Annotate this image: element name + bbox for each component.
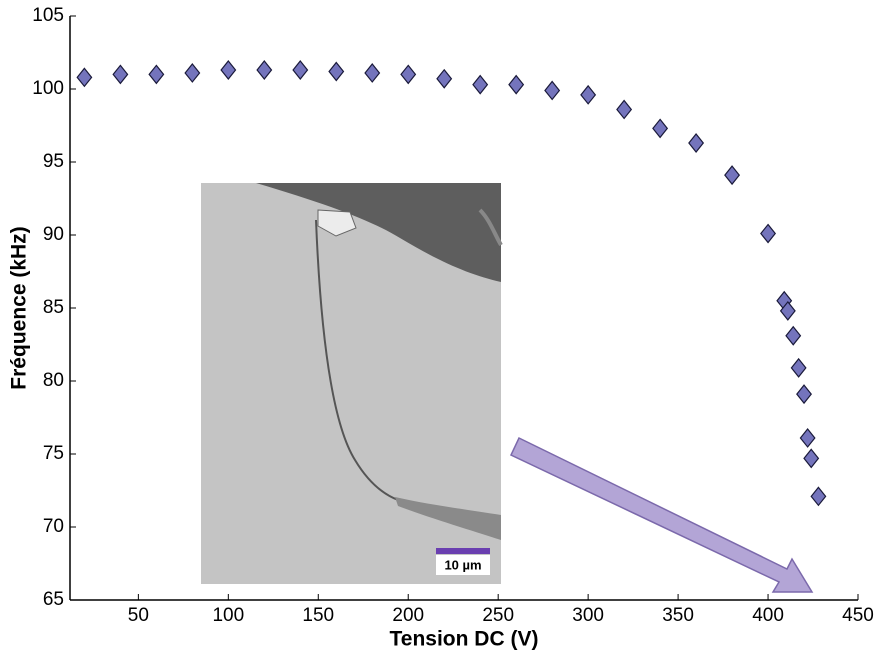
marker bbox=[779, 300, 796, 321]
y-tick-label: 85 bbox=[43, 297, 64, 318]
y-tick-label: 90 bbox=[43, 224, 64, 245]
marker bbox=[472, 74, 489, 95]
marker bbox=[616, 99, 633, 120]
marker bbox=[112, 64, 129, 85]
marker bbox=[292, 60, 309, 80]
marker bbox=[256, 60, 273, 80]
marker bbox=[790, 357, 807, 378]
y-tick-label: 75 bbox=[43, 443, 64, 464]
x-tick-label: 150 bbox=[302, 605, 334, 626]
x-tick-label: 250 bbox=[482, 605, 514, 626]
marker bbox=[436, 68, 453, 89]
x-tick-label: 200 bbox=[392, 605, 424, 626]
marker bbox=[400, 64, 417, 85]
marker bbox=[803, 448, 820, 469]
marker bbox=[799, 427, 816, 448]
marker bbox=[508, 74, 525, 95]
y-tick-label: 105 bbox=[32, 5, 64, 26]
y-tick-label: 80 bbox=[43, 370, 64, 391]
arrow bbox=[510, 436, 814, 593]
marker bbox=[364, 62, 381, 83]
marker bbox=[544, 80, 561, 101]
x-tick-label: 450 bbox=[842, 605, 874, 626]
y-tick-label: 70 bbox=[43, 516, 64, 537]
x-tick-label: 300 bbox=[572, 605, 604, 626]
inset-image: 10 µm bbox=[201, 183, 503, 584]
marker bbox=[652, 118, 669, 139]
y-tick-label: 95 bbox=[43, 151, 64, 172]
x-tick-label: 400 bbox=[752, 605, 784, 626]
marker bbox=[785, 325, 802, 346]
marker bbox=[724, 165, 741, 186]
marker bbox=[760, 223, 777, 244]
marker bbox=[148, 64, 165, 85]
scale-bar-label: 10 µm bbox=[444, 557, 481, 572]
marker bbox=[76, 67, 93, 88]
x-tick-label: 100 bbox=[212, 605, 244, 626]
marker bbox=[328, 61, 345, 82]
x-tick-label: 350 bbox=[662, 605, 694, 626]
marker bbox=[796, 384, 812, 405]
marker bbox=[184, 62, 201, 83]
marker bbox=[220, 60, 237, 80]
marker bbox=[810, 486, 827, 507]
y-axis-label: Fréquence (kHz) bbox=[8, 226, 31, 389]
y-tick-label: 100 bbox=[32, 78, 64, 99]
x-axis-label: Tension DC (V) bbox=[390, 628, 539, 651]
x-tick-label: 50 bbox=[128, 605, 149, 626]
marker bbox=[580, 84, 597, 105]
y-tick-label: 65 bbox=[43, 589, 64, 610]
marker bbox=[688, 133, 705, 153]
